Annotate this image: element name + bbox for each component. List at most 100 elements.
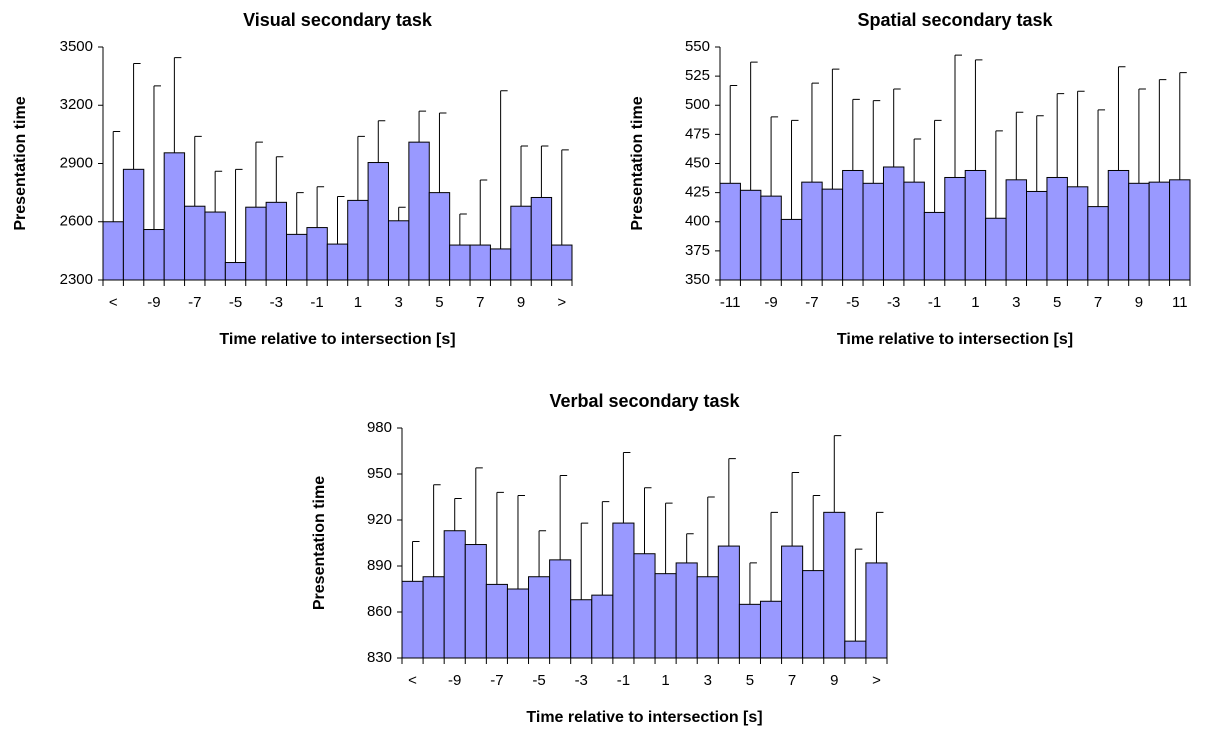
x-tick-label: 1 <box>661 672 669 689</box>
bar <box>780 218 803 281</box>
bar <box>1046 176 1068 281</box>
error-bar <box>454 498 462 531</box>
y-tick-label: 950 <box>367 465 392 482</box>
y-tick-label: 350 <box>685 271 710 288</box>
bar <box>717 545 740 659</box>
error-bar <box>954 54 962 178</box>
bar <box>464 544 487 659</box>
bar <box>485 583 508 659</box>
error-bar <box>995 130 1003 219</box>
bar <box>964 169 987 281</box>
bar <box>469 244 491 281</box>
bar <box>719 182 741 281</box>
bar <box>422 576 445 659</box>
bar <box>591 594 614 659</box>
y-tick-label: 2600 <box>60 213 93 230</box>
bar <box>903 181 925 281</box>
bar <box>1107 169 1130 281</box>
bar <box>633 553 656 659</box>
bar <box>428 192 451 281</box>
error-bar <box>791 471 800 547</box>
error-bar <box>496 491 504 585</box>
bar <box>347 199 369 281</box>
bar <box>1005 179 1028 281</box>
bar <box>821 188 844 281</box>
y-axis-label: Presentation time <box>629 96 646 230</box>
error-bar <box>770 511 779 602</box>
error-bar <box>872 100 881 184</box>
x-tick-label: -3 <box>575 672 588 689</box>
bar <box>387 220 410 281</box>
bar <box>367 162 389 281</box>
y-tick-label: 980 <box>367 419 392 436</box>
bar <box>265 201 288 281</box>
error-bar <box>214 170 223 213</box>
error-bar <box>875 511 884 563</box>
bar <box>944 176 966 281</box>
y-axis-label: Presentation time <box>311 476 328 610</box>
y-tick-label: 525 <box>685 67 710 84</box>
x-axis-label: Time relative to intersection [s] <box>526 709 762 726</box>
x-tick-label: > <box>872 672 881 689</box>
bar <box>1087 206 1109 281</box>
bar <box>551 244 573 281</box>
error-bar <box>934 119 942 213</box>
x-tick-label: -5 <box>229 294 242 311</box>
bar <box>1066 186 1089 281</box>
error-bar <box>707 496 715 577</box>
y-tick-label: 400 <box>685 213 710 230</box>
error-bar <box>112 130 121 222</box>
bar <box>204 211 226 281</box>
bar <box>102 221 124 281</box>
error-bar <box>686 533 694 563</box>
bar <box>549 559 572 659</box>
bar <box>844 640 867 659</box>
error-bar <box>173 57 182 153</box>
error-bar <box>475 467 483 545</box>
x-tick-label: 3 <box>1012 294 1020 311</box>
bar <box>696 576 719 659</box>
error-bar <box>728 458 736 547</box>
x-tick-label: 5 <box>1053 294 1061 311</box>
error-bar <box>852 98 860 171</box>
bar <box>862 182 884 281</box>
x-tick-label: -7 <box>490 672 503 689</box>
error-bar <box>811 82 819 183</box>
y-tick-label: 475 <box>685 125 710 142</box>
error-bar <box>1097 109 1106 207</box>
error-bar <box>275 156 284 203</box>
bar <box>506 588 530 659</box>
bar <box>449 244 471 281</box>
error-bar <box>1138 88 1146 184</box>
bar <box>1128 182 1150 281</box>
error-bar <box>500 90 508 249</box>
bar <box>842 169 864 281</box>
x-tick-label: 11 <box>1172 294 1188 311</box>
x-tick-label: 7 <box>788 672 796 689</box>
bar <box>326 243 349 281</box>
error-bar <box>412 540 420 582</box>
x-tick-label: 9 <box>517 294 525 311</box>
y-tick-label: 830 <box>367 649 392 666</box>
x-tick-label: -3 <box>887 294 900 311</box>
error-bar <box>459 213 467 246</box>
error-bar <box>622 452 631 524</box>
error-bar <box>729 84 738 184</box>
error-bar <box>749 562 757 605</box>
x-tick-label: -11 <box>720 294 741 311</box>
error-bar <box>316 186 325 228</box>
error-bar <box>398 206 406 221</box>
bar <box>802 570 825 659</box>
y-tick-label: 3200 <box>60 96 93 113</box>
bar <box>759 600 783 659</box>
bar <box>738 603 761 659</box>
bar <box>760 195 782 281</box>
bar <box>510 205 532 281</box>
x-tick-label: -5 <box>846 294 859 311</box>
error-bar <box>770 116 779 197</box>
x-tick-label: -7 <box>188 294 201 311</box>
y-tick-label: 860 <box>367 603 392 620</box>
bar <box>654 573 677 659</box>
bar <box>781 545 804 659</box>
error-bar <box>520 145 529 207</box>
